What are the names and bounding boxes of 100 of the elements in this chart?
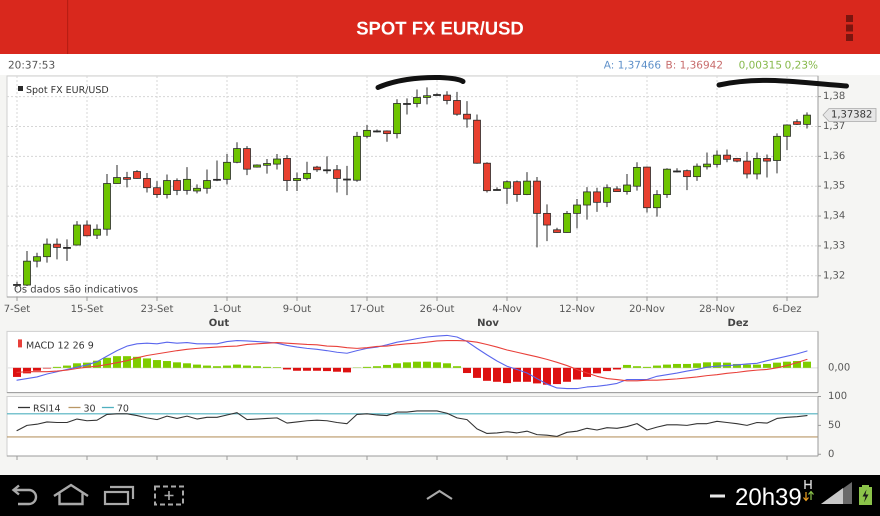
candlestick [73, 220, 81, 246]
bar [173, 362, 181, 368]
y-tick-label: 1,32 [823, 270, 846, 282]
candlestick [63, 238, 71, 262]
x-tick-label: 20-Nov [629, 304, 665, 315]
bar [603, 368, 611, 372]
candlestick [573, 198, 581, 229]
y-tick-label: 1,35 [823, 180, 846, 192]
bar [763, 364, 771, 368]
candlestick [683, 168, 691, 191]
candlestick [343, 165, 351, 196]
candlestick [503, 180, 511, 204]
y-tick-label: 0 [828, 448, 834, 460]
candlestick [423, 86, 431, 105]
bar [333, 368, 341, 372]
bar [503, 368, 511, 384]
text: 20h39 [735, 484, 802, 511]
candlestick [83, 220, 91, 237]
candlestick [153, 180, 161, 198]
candlestick [693, 163, 701, 182]
bar [393, 363, 401, 368]
bar [623, 364, 631, 368]
candlestick [183, 166, 191, 196]
bar [593, 368, 601, 374]
bar [13, 368, 21, 377]
candlestick [283, 154, 291, 192]
candlestick [263, 158, 271, 174]
candlestick [143, 172, 151, 193]
bar [323, 368, 331, 372]
candlestick [203, 168, 211, 194]
x-tick-label: 4-Nov [492, 304, 522, 315]
text: B: 1,36942 [666, 60, 723, 72]
candlestick [43, 238, 51, 264]
candlestick [333, 164, 341, 193]
candlestick [413, 88, 421, 108]
candlestick [363, 124, 371, 139]
text: Dez [728, 318, 749, 329]
bar [483, 368, 491, 381]
bar [123, 356, 131, 368]
annotation: Os dados são indicativos [14, 284, 138, 296]
bar [513, 368, 521, 382]
bar [443, 363, 451, 368]
candlestick [243, 146, 251, 176]
candlestick [653, 190, 661, 218]
bar [563, 368, 571, 382]
text: 0,00315 [738, 60, 782, 72]
legend-label: MACD 12 26 9 [26, 340, 94, 352]
bar [193, 364, 201, 368]
text: 0,23% [784, 60, 818, 72]
candlestick [623, 173, 631, 196]
candlestick [723, 148, 731, 163]
candlestick [743, 151, 751, 179]
bar [473, 368, 481, 378]
candlestick [563, 210, 571, 234]
bar [113, 356, 121, 368]
x-tick-label: 26-Out [420, 304, 454, 315]
candlestick [293, 172, 301, 192]
candlestick [593, 187, 601, 212]
bar [313, 368, 321, 371]
x-tick-label: 9-Out [282, 304, 312, 315]
ref-line-label: 70 [116, 404, 129, 414]
candlestick [513, 180, 521, 202]
bar [303, 368, 311, 371]
bar [383, 364, 391, 368]
y-tick-label: 1,37 [823, 120, 846, 132]
candlestick [763, 154, 771, 178]
bar [673, 364, 681, 368]
bar [153, 360, 161, 368]
candlestick [783, 124, 791, 151]
bar [803, 362, 811, 368]
bar [663, 364, 671, 368]
bar [423, 362, 431, 368]
bar [493, 368, 501, 382]
y-tick-label: 100 [828, 391, 848, 402]
x-tick-label: 23-Set [140, 304, 174, 315]
text: 1,37382 [831, 110, 872, 120]
candlestick [23, 250, 31, 286]
candlestick [803, 112, 811, 130]
bar [683, 364, 691, 368]
candlestick [523, 172, 531, 196]
bar [433, 362, 441, 368]
bar [143, 358, 151, 368]
bar [293, 368, 301, 371]
candlestick [93, 224, 101, 240]
x-tick-label: 28-Nov [699, 304, 735, 315]
candlestick [453, 91, 461, 116]
candlestick [233, 142, 241, 164]
candlestick [543, 204, 551, 242]
candlestick [403, 98, 411, 116]
bar [183, 363, 191, 368]
x-tick-label: 1-Out [212, 304, 242, 315]
x-tick-label: 6-Dez [772, 304, 802, 315]
bar [543, 368, 551, 385]
candlestick [463, 100, 471, 128]
candlestick [713, 150, 721, 168]
text: 20:37:53 [8, 60, 56, 72]
candlestick [633, 162, 641, 192]
candlestick [163, 174, 171, 199]
candlestick [223, 153, 231, 185]
candlestick [703, 152, 711, 170]
